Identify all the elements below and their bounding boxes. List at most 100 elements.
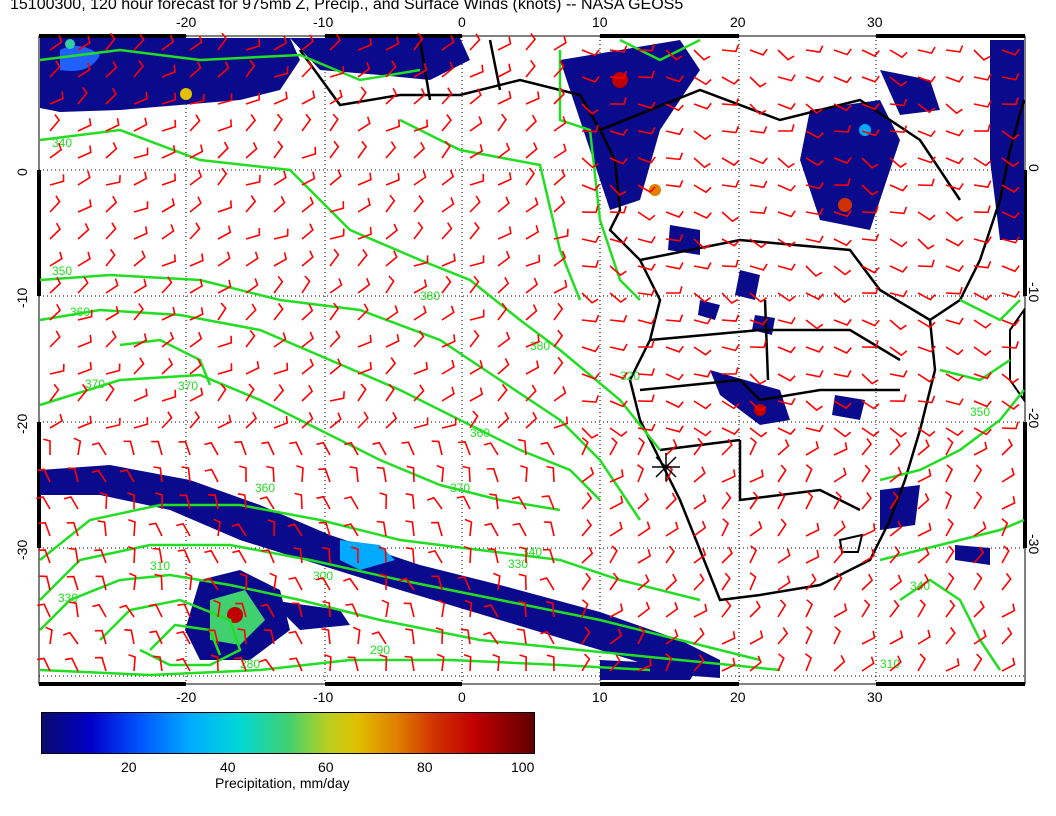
wind-barb	[721, 518, 730, 537]
top-tick: 0	[458, 14, 466, 30]
wind-barb	[239, 465, 247, 482]
wind-barb	[350, 546, 359, 564]
wind-barb	[151, 440, 163, 456]
wind-barb	[329, 278, 343, 294]
wind-barb	[217, 167, 228, 186]
precip-colorbar	[41, 712, 535, 754]
wind-barb	[245, 195, 257, 213]
wind-barb	[833, 103, 852, 112]
wind-barb	[217, 61, 230, 78]
wind-barb	[777, 653, 785, 672]
wind-barb	[161, 145, 176, 159]
wind-barb	[291, 602, 303, 618]
wind-barb	[154, 573, 163, 591]
wind-barb	[1001, 157, 1020, 168]
wind-barb	[161, 119, 177, 132]
left-tick: -10	[14, 287, 30, 308]
wind-barb	[245, 251, 259, 267]
wind-barb	[917, 103, 936, 114]
wind-barb	[889, 427, 908, 438]
wind-barb	[777, 491, 786, 510]
contour-label: 370	[450, 481, 470, 495]
wind-barb	[861, 340, 879, 349]
wind-barb	[49, 251, 63, 267]
wind-barb	[861, 233, 880, 242]
wind-barb	[301, 275, 311, 294]
wind-barb	[581, 546, 594, 564]
wind-barb	[329, 113, 339, 132]
wind-barb	[553, 329, 564, 348]
wind-barb	[721, 546, 733, 564]
wind-barb	[805, 207, 824, 216]
wind-barb	[945, 182, 964, 191]
wind-barb	[77, 86, 88, 105]
wind-barb	[805, 319, 824, 330]
wind-barb	[721, 631, 736, 645]
wind-barb	[861, 400, 880, 410]
wind-barb	[1001, 467, 1015, 483]
wind-barb	[749, 180, 768, 189]
wind-barb	[49, 174, 65, 186]
wind-barb	[777, 210, 796, 218]
wind-barb	[525, 33, 537, 51]
wind-barb	[581, 184, 600, 192]
wind-barb	[637, 236, 656, 244]
wind-barb	[665, 127, 684, 136]
wind-barb	[161, 276, 173, 294]
wind-barb	[889, 655, 902, 672]
wind-barb	[189, 387, 204, 402]
wind-barb	[39, 575, 51, 591]
wind-barb	[273, 196, 286, 213]
wind-barb	[945, 518, 954, 537]
wind-barb	[539, 577, 555, 591]
wind-barb	[861, 49, 880, 57]
wind-barb	[161, 331, 175, 348]
contour-label: 350	[970, 405, 990, 419]
wind-barb	[637, 492, 650, 510]
wind-barb	[301, 90, 316, 105]
wind-barb	[413, 305, 427, 321]
wind-barb	[917, 547, 930, 564]
wind-barb	[357, 62, 371, 78]
wind-barb	[133, 302, 144, 321]
wind-barb	[273, 252, 288, 267]
wind-barb	[540, 630, 555, 645]
wind-barb	[77, 383, 88, 402]
wind-barb	[805, 400, 823, 412]
wind-barb	[91, 469, 107, 483]
right-tick: -30	[1026, 534, 1042, 555]
wind-barb	[245, 38, 261, 51]
wind-barb	[405, 520, 415, 537]
wind-barb	[749, 126, 768, 134]
wind-barb	[301, 358, 314, 375]
wind-barb	[973, 572, 983, 591]
wind-barb	[45, 626, 53, 645]
wind-barb	[105, 278, 119, 294]
wind-barb	[637, 574, 650, 591]
wind-barb	[749, 103, 767, 115]
wind-barb	[833, 238, 852, 247]
wind-barb	[581, 653, 591, 672]
wind-barb	[889, 394, 907, 403]
wind-barb	[237, 493, 247, 510]
wind-barb	[77, 35, 91, 51]
wind-barb	[133, 226, 148, 240]
wind-barb	[517, 438, 527, 456]
wind-barb	[805, 491, 814, 510]
wind-barb	[441, 169, 455, 186]
wind-barb	[609, 265, 627, 277]
wind-barb	[149, 630, 163, 645]
bottom-tick: 10	[592, 689, 608, 705]
wind-barb	[469, 255, 485, 267]
wind-barb	[889, 290, 908, 298]
wind-barb	[833, 292, 851, 304]
wind-barb	[666, 286, 683, 294]
wind-barb	[105, 306, 120, 321]
wind-barb	[805, 573, 817, 591]
left-tick: 0	[14, 168, 30, 176]
wind-barb	[128, 653, 136, 672]
wind-barb	[77, 145, 92, 159]
wind-barb	[301, 113, 312, 132]
wind-barbs	[36, 32, 1020, 672]
wind-barb	[637, 521, 651, 537]
